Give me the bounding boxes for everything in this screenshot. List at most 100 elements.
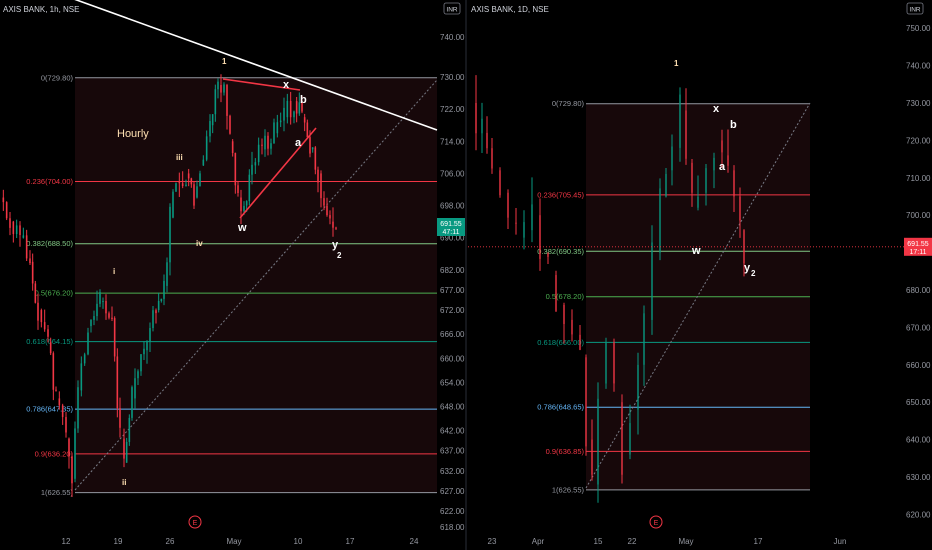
y-axis-tick-label: 630.00 bbox=[906, 473, 931, 482]
fib-level-label: 0.9(636.20) bbox=[35, 449, 74, 458]
candle-body bbox=[705, 168, 707, 193]
candle-body bbox=[223, 84, 225, 93]
candle-body bbox=[243, 205, 245, 212]
candle-body bbox=[152, 310, 154, 329]
fib-level-label: 0(729.80) bbox=[552, 99, 585, 108]
y-axis-tick-label: 700.00 bbox=[906, 211, 931, 220]
event-badge-label: E bbox=[654, 520, 659, 527]
x-axis-tick-label: 22 bbox=[628, 537, 637, 546]
candle-body bbox=[579, 334, 581, 350]
candle-body bbox=[651, 242, 653, 320]
candle-body bbox=[93, 316, 95, 320]
candle-body bbox=[47, 329, 49, 337]
wave-2-label: 2 bbox=[337, 251, 342, 260]
candle-body bbox=[671, 146, 673, 171]
candle-body bbox=[289, 100, 292, 118]
candle-body bbox=[293, 111, 295, 118]
x-axis-tick-label: Apr bbox=[532, 537, 545, 546]
y-axis-tick-label: 660.00 bbox=[906, 361, 931, 370]
candle-body bbox=[58, 398, 61, 406]
candle-body bbox=[205, 136, 208, 160]
y-axis-tick-label: 637.00 bbox=[440, 447, 465, 456]
right-chart-panel[interactable]: 750.00740.00730.00720.00710.00700.00690.… bbox=[468, 24, 932, 546]
wave-x-label: x bbox=[713, 103, 720, 115]
current-price-tag bbox=[437, 218, 465, 236]
candle-body bbox=[298, 102, 301, 114]
y-axis-tick-label: 682.00 bbox=[440, 266, 465, 275]
candle-body bbox=[279, 120, 282, 123]
event-badge-label: E bbox=[193, 520, 198, 527]
candle-body bbox=[283, 107, 285, 121]
y-axis-tick-label: 648.00 bbox=[440, 402, 465, 411]
candle-countdown: 47:11 bbox=[443, 229, 460, 236]
candle-body bbox=[87, 332, 89, 355]
candle-body bbox=[481, 118, 483, 134]
y-axis-tick-label: 642.00 bbox=[440, 427, 465, 436]
y-axis-tick-label: 680.00 bbox=[906, 286, 931, 295]
candle-body bbox=[257, 144, 260, 163]
candle-body bbox=[475, 103, 477, 134]
y-axis-tick-label: 672.00 bbox=[440, 306, 465, 315]
candle-body bbox=[665, 173, 667, 197]
wave-line-1-x bbox=[222, 78, 301, 91]
candle-body bbox=[591, 439, 593, 475]
candle-body bbox=[563, 304, 565, 325]
candle-body bbox=[55, 389, 57, 391]
candle-body bbox=[5, 202, 8, 219]
candle-body bbox=[685, 110, 687, 159]
y-axis-tick-label: 618.00 bbox=[440, 523, 465, 532]
candle-body bbox=[202, 159, 205, 166]
candle-body bbox=[306, 122, 309, 138]
wave-y-label: y bbox=[744, 262, 751, 274]
y-axis-tick-label: 720.00 bbox=[906, 136, 931, 145]
candle-body bbox=[264, 135, 266, 150]
candle-body bbox=[555, 275, 557, 312]
fib-level-label: 0.236(705.45) bbox=[537, 190, 584, 199]
event-badge[interactable] bbox=[649, 515, 663, 529]
candle-body bbox=[199, 173, 201, 187]
candle-body bbox=[270, 143, 272, 149]
candle-body bbox=[185, 184, 187, 187]
candle-body bbox=[128, 417, 131, 442]
candle-body bbox=[190, 178, 193, 185]
svg-text:INR: INR bbox=[909, 7, 921, 14]
fib-level-label: 0.9(636.85) bbox=[546, 447, 585, 456]
candle-body bbox=[209, 121, 211, 137]
candle-body bbox=[61, 405, 64, 418]
candle-body bbox=[739, 196, 741, 221]
candle-body bbox=[68, 438, 70, 457]
y-axis-tick-label: 706.00 bbox=[440, 169, 465, 178]
candle-body bbox=[187, 173, 190, 179]
x-axis-tick-label: May bbox=[226, 537, 241, 546]
y-axis-tick-label: 677.00 bbox=[440, 286, 465, 295]
candle-body bbox=[157, 301, 160, 311]
event-badge[interactable] bbox=[188, 515, 202, 529]
left-chart-panel[interactable]: 740.00 730.00 722.00 714.00 706.00 698.00 690.… bbox=[2, 0, 465, 546]
x-axis-tick-label: 17 bbox=[346, 537, 355, 546]
candle-body bbox=[220, 85, 222, 93]
candle-body bbox=[71, 456, 73, 484]
fib-level-label: 0.236(704.00) bbox=[26, 177, 73, 186]
candle-body bbox=[597, 398, 599, 485]
wave-1-label: 1 bbox=[674, 59, 679, 68]
candle-body bbox=[217, 81, 219, 90]
candle-body bbox=[2, 197, 5, 203]
x-axis-tick-label: 10 bbox=[294, 537, 303, 546]
candle-body bbox=[175, 183, 177, 192]
candle-body bbox=[226, 85, 228, 116]
fib-level-label: 0.786(647.35) bbox=[26, 405, 73, 414]
left-chart-title: AXIS BANK, 1h, NSE bbox=[3, 5, 79, 14]
candle-body bbox=[74, 428, 76, 479]
candle-body bbox=[539, 215, 541, 259]
candle-body bbox=[571, 319, 573, 335]
y-axis-tick-label: 650.00 bbox=[906, 398, 931, 407]
candle-body bbox=[37, 302, 39, 321]
y-axis-tick-label: 722.00 bbox=[440, 105, 465, 114]
candle-body bbox=[637, 364, 639, 410]
left-currency-badge: INR bbox=[443, 2, 461, 15]
candle-body bbox=[65, 417, 67, 433]
candle-body bbox=[90, 319, 92, 327]
descending-trendline bbox=[74, 0, 438, 131]
candle-body bbox=[314, 147, 317, 170]
candle-body bbox=[131, 387, 133, 418]
